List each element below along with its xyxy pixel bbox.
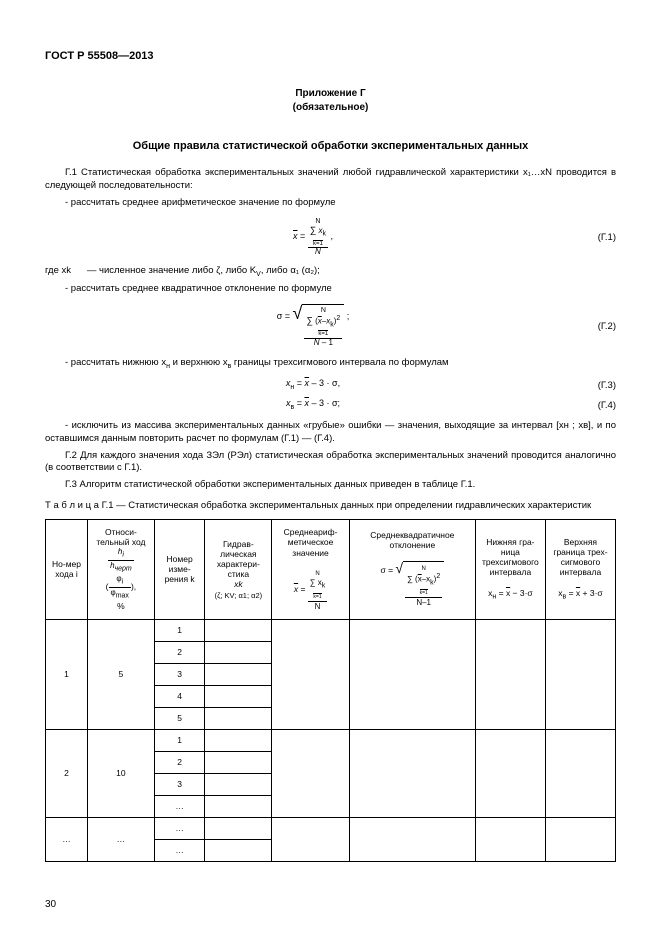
- bullet-3: - рассчитать нижнюю xн и верхнюю xв гран…: [45, 357, 616, 371]
- annex-line1: Приложение Г: [45, 87, 616, 101]
- main-title: Общие правила статистической обработки э…: [45, 140, 616, 152]
- para-g3: Г.3 Алгоритм статистической обработки эк…: [45, 479, 616, 492]
- formula-g1-num: (Г.1): [581, 232, 616, 243]
- formula-g4: xв = x – 3 · σ; (Г.4): [45, 399, 616, 411]
- table-body: 151 2 3 4 5 2101 2 3 … ……… …: [46, 619, 616, 861]
- formula-g4-num: (Г.4): [581, 400, 616, 411]
- table-row: 151: [46, 619, 616, 641]
- th-lower: Нижняя гра-ница трехсигмового интервала …: [475, 519, 545, 619]
- th-num: Но-мер хода i: [46, 519, 88, 619]
- th-rel: Относи-тельный ход hihчерт (φiφmax), %: [88, 519, 155, 619]
- page: ГОСТ Р 55508—2013 Приложение Г (обязател…: [0, 0, 661, 935]
- bullet-2: - рассчитать среднее квадратичное отклон…: [45, 283, 616, 296]
- bullet-1: - рассчитать среднее арифметическое знач…: [45, 197, 616, 210]
- annex-line2: (обязательное): [45, 101, 616, 115]
- para-exclude: - исключить из массива экспериментальных…: [45, 420, 616, 446]
- formula-g1: x = N∑ xkk=1 N , (Г.1): [45, 217, 616, 257]
- para-where: где xk — численное значение либо ζ, либо…: [45, 265, 616, 279]
- table-header-row: Но-мер хода i Относи-тельный ход hihчерт…: [46, 519, 616, 619]
- annex-title: Приложение Г (обязательное): [45, 87, 616, 115]
- th-sigma: Среднеквадратичное отклонение σ = √N∑ (x…: [349, 519, 475, 619]
- page-number: 30: [45, 899, 56, 910]
- doc-header: ГОСТ Р 55508—2013: [45, 50, 616, 62]
- formula-g2-num: (Г.2): [581, 321, 616, 332]
- table-row: 2101: [46, 729, 616, 751]
- th-mean: Среднеариф-метическое значение x = N∑ xk…: [272, 519, 350, 619]
- formula-g3-num: (Г.3): [581, 380, 616, 391]
- formula-g2: σ = √ N∑ (x–xk)2k=1 N – 1 ; (Г.2): [45, 304, 616, 348]
- table-caption: Т а б л и ц а Г.1 — Статистическая обраб…: [45, 500, 616, 513]
- th-upper: Верхняя граница трех-сигмового интервала…: [545, 519, 615, 619]
- th-k: Номер изме-рения k: [154, 519, 205, 619]
- para-g2: Г.2 Для каждого значения хода ЗЭл (РЭл) …: [45, 450, 616, 476]
- table-row: ………: [46, 817, 616, 839]
- data-table: Но-мер хода i Относи-тельный ход hihчерт…: [45, 519, 616, 862]
- formula-g3: xн = x – 3 · σ, (Г.3): [45, 379, 616, 391]
- para-g1: Г.1 Статистическая обработка эксперимент…: [45, 167, 616, 193]
- th-char: Гидрав-лическая характери-стика xk (ζ; K…: [205, 519, 272, 619]
